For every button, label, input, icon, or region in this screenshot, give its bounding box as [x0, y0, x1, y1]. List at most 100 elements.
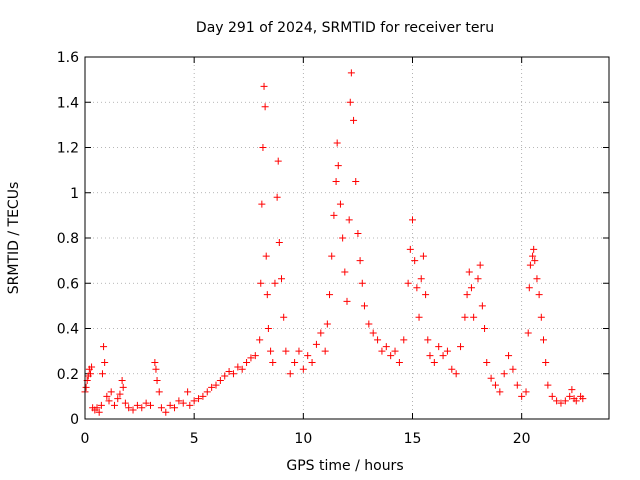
data-point: [566, 392, 574, 400]
data-point: [382, 343, 390, 351]
y-tick-label: 1.6: [57, 50, 79, 66]
data-point: [424, 336, 432, 344]
data-point: [190, 397, 198, 405]
data-point: [537, 313, 545, 321]
data-point: [470, 313, 478, 321]
data-point: [505, 352, 513, 360]
data-point: [463, 291, 471, 299]
data-point: [107, 388, 115, 396]
data-point: [334, 162, 342, 170]
data-point: [572, 397, 580, 405]
data-point: [199, 392, 207, 400]
data-point: [461, 313, 469, 321]
data-point: [133, 401, 141, 409]
data-point: [147, 401, 154, 409]
data-point: [186, 401, 194, 409]
data-point: [487, 374, 495, 382]
data-point: [93, 404, 101, 412]
data-point: [448, 365, 456, 373]
data-point: [413, 284, 421, 292]
data-point: [216, 377, 224, 385]
y-axis-label: SRMTID / TECUs: [6, 182, 22, 295]
data-point: [86, 370, 94, 378]
data-point: [500, 370, 508, 378]
data-point: [179, 399, 187, 407]
data-point: [522, 388, 530, 396]
data-point: [138, 404, 146, 412]
data-point: [336, 200, 344, 208]
data-point: [346, 98, 354, 106]
y-tick-label: 0.6: [57, 276, 79, 292]
data-point: [151, 358, 159, 366]
data-point: [568, 386, 576, 394]
data-point: [247, 354, 255, 362]
data-point: [142, 399, 150, 407]
data-point: [275, 239, 283, 247]
y-tick-label: 0.8: [57, 231, 79, 247]
data-point: [333, 139, 341, 147]
data-point: [435, 343, 443, 351]
data-point: [114, 395, 122, 403]
data-point: [82, 383, 90, 391]
data-point: [321, 347, 329, 355]
data-point: [243, 358, 251, 366]
data-point: [422, 291, 430, 299]
data-point: [260, 82, 268, 90]
data-point: [101, 358, 109, 366]
data-point: [426, 352, 434, 360]
data-point: [553, 397, 561, 405]
data-point: [531, 257, 539, 265]
data-point: [203, 388, 211, 396]
data-point: [411, 257, 419, 265]
y-tick-label: 0.4: [57, 322, 79, 338]
data-point: [404, 279, 412, 287]
data-point: [330, 211, 338, 219]
data-point: [97, 401, 105, 409]
data-point: [259, 144, 267, 151]
data-point: [175, 397, 183, 405]
data-point: [374, 336, 382, 344]
data-point: [525, 284, 533, 292]
data-point: [378, 347, 386, 355]
data-point: [229, 370, 237, 378]
data-point: [258, 200, 266, 208]
data-point: [264, 325, 272, 332]
data-point: [419, 252, 427, 260]
data-point: [326, 291, 334, 299]
data-point: [481, 325, 489, 332]
data-point: [358, 279, 366, 287]
data-point: [391, 347, 399, 355]
data-point: [513, 381, 521, 389]
chart-title: Day 291 of 2024, SRMTID for receiver ter…: [196, 20, 494, 36]
data-point: [341, 268, 349, 276]
data-point: [561, 397, 569, 405]
data-point: [409, 216, 416, 224]
data-point: [430, 358, 438, 366]
data-point: [452, 370, 460, 378]
data-point: [162, 408, 170, 416]
grid: [85, 57, 609, 419]
data-point: [152, 365, 160, 373]
y-tick-label: 1.4: [57, 95, 79, 111]
data-point: [443, 347, 451, 355]
data-point: [530, 245, 538, 253]
data-point: [212, 381, 220, 389]
data-point: [125, 404, 133, 412]
data-point: [496, 388, 504, 396]
data-point: [251, 352, 259, 360]
data-point: [476, 261, 484, 269]
data-point: [98, 370, 106, 378]
data-point: [166, 401, 174, 409]
data-point: [291, 358, 299, 366]
data-point: [395, 358, 403, 366]
data-point: [157, 404, 165, 412]
data-point: [478, 302, 486, 310]
data-point: [328, 252, 336, 260]
x-tick-label: 15: [404, 431, 422, 447]
data-point: [312, 340, 320, 348]
data-point: [579, 395, 587, 403]
data-point: [269, 358, 277, 366]
data-point: [467, 284, 475, 292]
data-point: [533, 275, 541, 283]
